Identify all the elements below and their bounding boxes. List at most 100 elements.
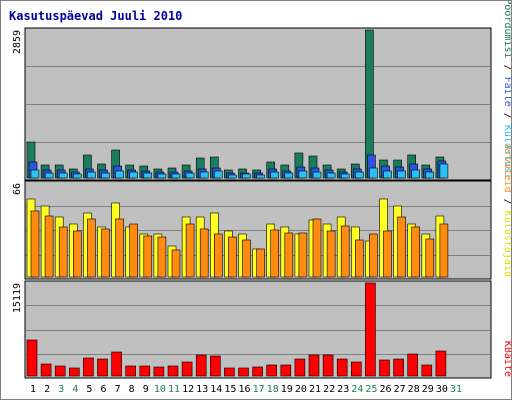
x-label-day-2: 2 (44, 384, 50, 395)
bar-hits-day-1 (30, 169, 40, 179)
bar-sites-day-24 (354, 239, 364, 278)
bar-kbytes-day-7 (111, 351, 122, 377)
bar-sites-day-9 (143, 235, 153, 278)
legend-hits-panel-part: Külastusi (502, 125, 512, 179)
x-label-day-12: 12 (182, 384, 194, 395)
bar-hits-day-9 (143, 172, 153, 179)
bar-kbytes-day-9 (139, 365, 151, 377)
bar-hits-day-20 (298, 170, 308, 179)
kbytes-panel-bg (24, 280, 492, 379)
bar-sites-day-30 (439, 223, 449, 278)
bar-hits-day-3 (58, 172, 68, 179)
bar-hits-day-26 (383, 170, 392, 179)
bar-kbytes-day-15 (224, 367, 235, 377)
x-label-day-25: 25 (365, 384, 377, 395)
legend-visits-panel-part: Arvuteid (502, 145, 512, 193)
visits-panel-ytick: 66 (12, 183, 23, 195)
x-label-day-10: 10 (154, 384, 166, 395)
x-label-day-4: 4 (72, 384, 78, 395)
x-label-day-6: 6 (100, 384, 106, 395)
bar-hits-day-24 (354, 171, 364, 179)
bar-hits-day-25 (369, 167, 378, 179)
bar-hits-day-11 (171, 173, 181, 179)
x-label-day-26: 26 (379, 384, 391, 395)
bar-kbytes-day-10 (153, 366, 165, 377)
bar-sites-day-1 (30, 210, 40, 278)
legend-visits-panel: Arvuteid / Külastajaid (502, 145, 512, 277)
bar-hits-day-6 (101, 172, 110, 179)
legend-hits-panel: Pöördumisi / Faile / Külastusi (502, 1, 512, 179)
x-label-day-20: 20 (295, 384, 307, 395)
bar-kbytes-day-6 (97, 358, 108, 377)
bar-sites-day-18 (270, 229, 280, 278)
bar-sites-day-21 (312, 218, 322, 278)
legend-hits-panel-part: Faile (502, 77, 512, 107)
legend-visits-panel-part: Külastajaid (502, 211, 512, 277)
bar-hits-day-18 (270, 171, 280, 179)
bar-sites-day-28 (411, 226, 421, 278)
x-label-day-14: 14 (210, 384, 222, 395)
bar-kbytes-day-28 (407, 353, 419, 377)
x-label-day-13: 13 (196, 384, 208, 395)
x-label-day-21: 21 (309, 384, 321, 395)
bar-hits-day-12 (185, 172, 195, 179)
x-label-day-15: 15 (224, 384, 236, 395)
bar-hits-day-23 (340, 173, 350, 179)
x-label-day-5: 5 (86, 384, 92, 395)
kbytes-panel-ytick: 15119 (12, 283, 23, 313)
bar-hits-day-29 (425, 171, 435, 179)
bar-sites-day-26 (383, 230, 392, 278)
x-label-day-7: 7 (115, 384, 121, 395)
bar-hits-day-30 (439, 163, 449, 179)
bar-kbytes-day-2 (40, 363, 52, 377)
bar-kbytes-day-3 (54, 365, 66, 377)
bar-sites-day-27 (397, 216, 406, 278)
x-label-day-24: 24 (351, 384, 363, 395)
bar-hits-day-2 (44, 172, 54, 179)
bar-sites-day-16 (242, 239, 251, 278)
x-label-day-17: 17 (253, 384, 265, 395)
bar-sites-day-8 (129, 223, 138, 278)
bar-sites-day-19 (284, 232, 294, 278)
bar-hits-day-5 (87, 171, 96, 179)
bar-kbytes-day-24 (350, 361, 362, 377)
bar-sites-day-11 (171, 249, 181, 278)
bar-hits-day-8 (129, 171, 138, 179)
bar-sites-day-14 (214, 233, 223, 278)
chart-title: Kasutuspäevad Juuli 2010 (9, 9, 183, 23)
x-label-day-3: 3 (58, 384, 64, 395)
bar-sites-day-15 (228, 236, 237, 278)
bar-kbytes-day-4 (69, 367, 80, 377)
bar-hits-day-17 (256, 174, 265, 179)
bar-kbytes-day-5 (83, 357, 94, 377)
bar-hits-day-15 (228, 174, 237, 179)
x-label-day-19: 19 (281, 384, 293, 395)
bar-kbytes-day-22 (322, 354, 334, 377)
bar-hits-day-27 (397, 170, 406, 179)
x-label-day-31: 31 (450, 384, 462, 395)
bar-kbytes-day-18 (266, 364, 278, 377)
bar-sites-day-29 (425, 238, 435, 278)
bar-sites-day-10 (157, 236, 167, 278)
bar-kbytes-day-21 (308, 354, 320, 377)
bar-sites-day-20 (298, 232, 308, 278)
x-label-day-1: 1 (30, 384, 36, 395)
x-label-day-11: 11 (168, 384, 180, 395)
bar-sites-day-25 (369, 233, 378, 278)
legend-hits-panel-part: Pöördumisi (502, 1, 512, 59)
bar-kbytes-day-26 (379, 359, 390, 377)
bar-kbytes-day-16 (238, 367, 249, 377)
bar-kbytes-day-13 (195, 354, 207, 377)
bar-kbytes-day-30 (435, 350, 447, 377)
bar-hits-day-16 (242, 173, 251, 179)
bar-kbytes-day-14 (210, 355, 221, 377)
bar-kbytes-day-19 (280, 364, 292, 377)
legend-kbytes-panel: KBaite (502, 341, 512, 377)
bar-sites-day-5 (87, 218, 96, 278)
hits-panel-ytick: 2859 (12, 30, 23, 54)
bar-kbytes-day-11 (167, 365, 179, 377)
bar-kbytes-day-12 (181, 361, 193, 377)
x-label-day-9: 9 (143, 384, 149, 395)
